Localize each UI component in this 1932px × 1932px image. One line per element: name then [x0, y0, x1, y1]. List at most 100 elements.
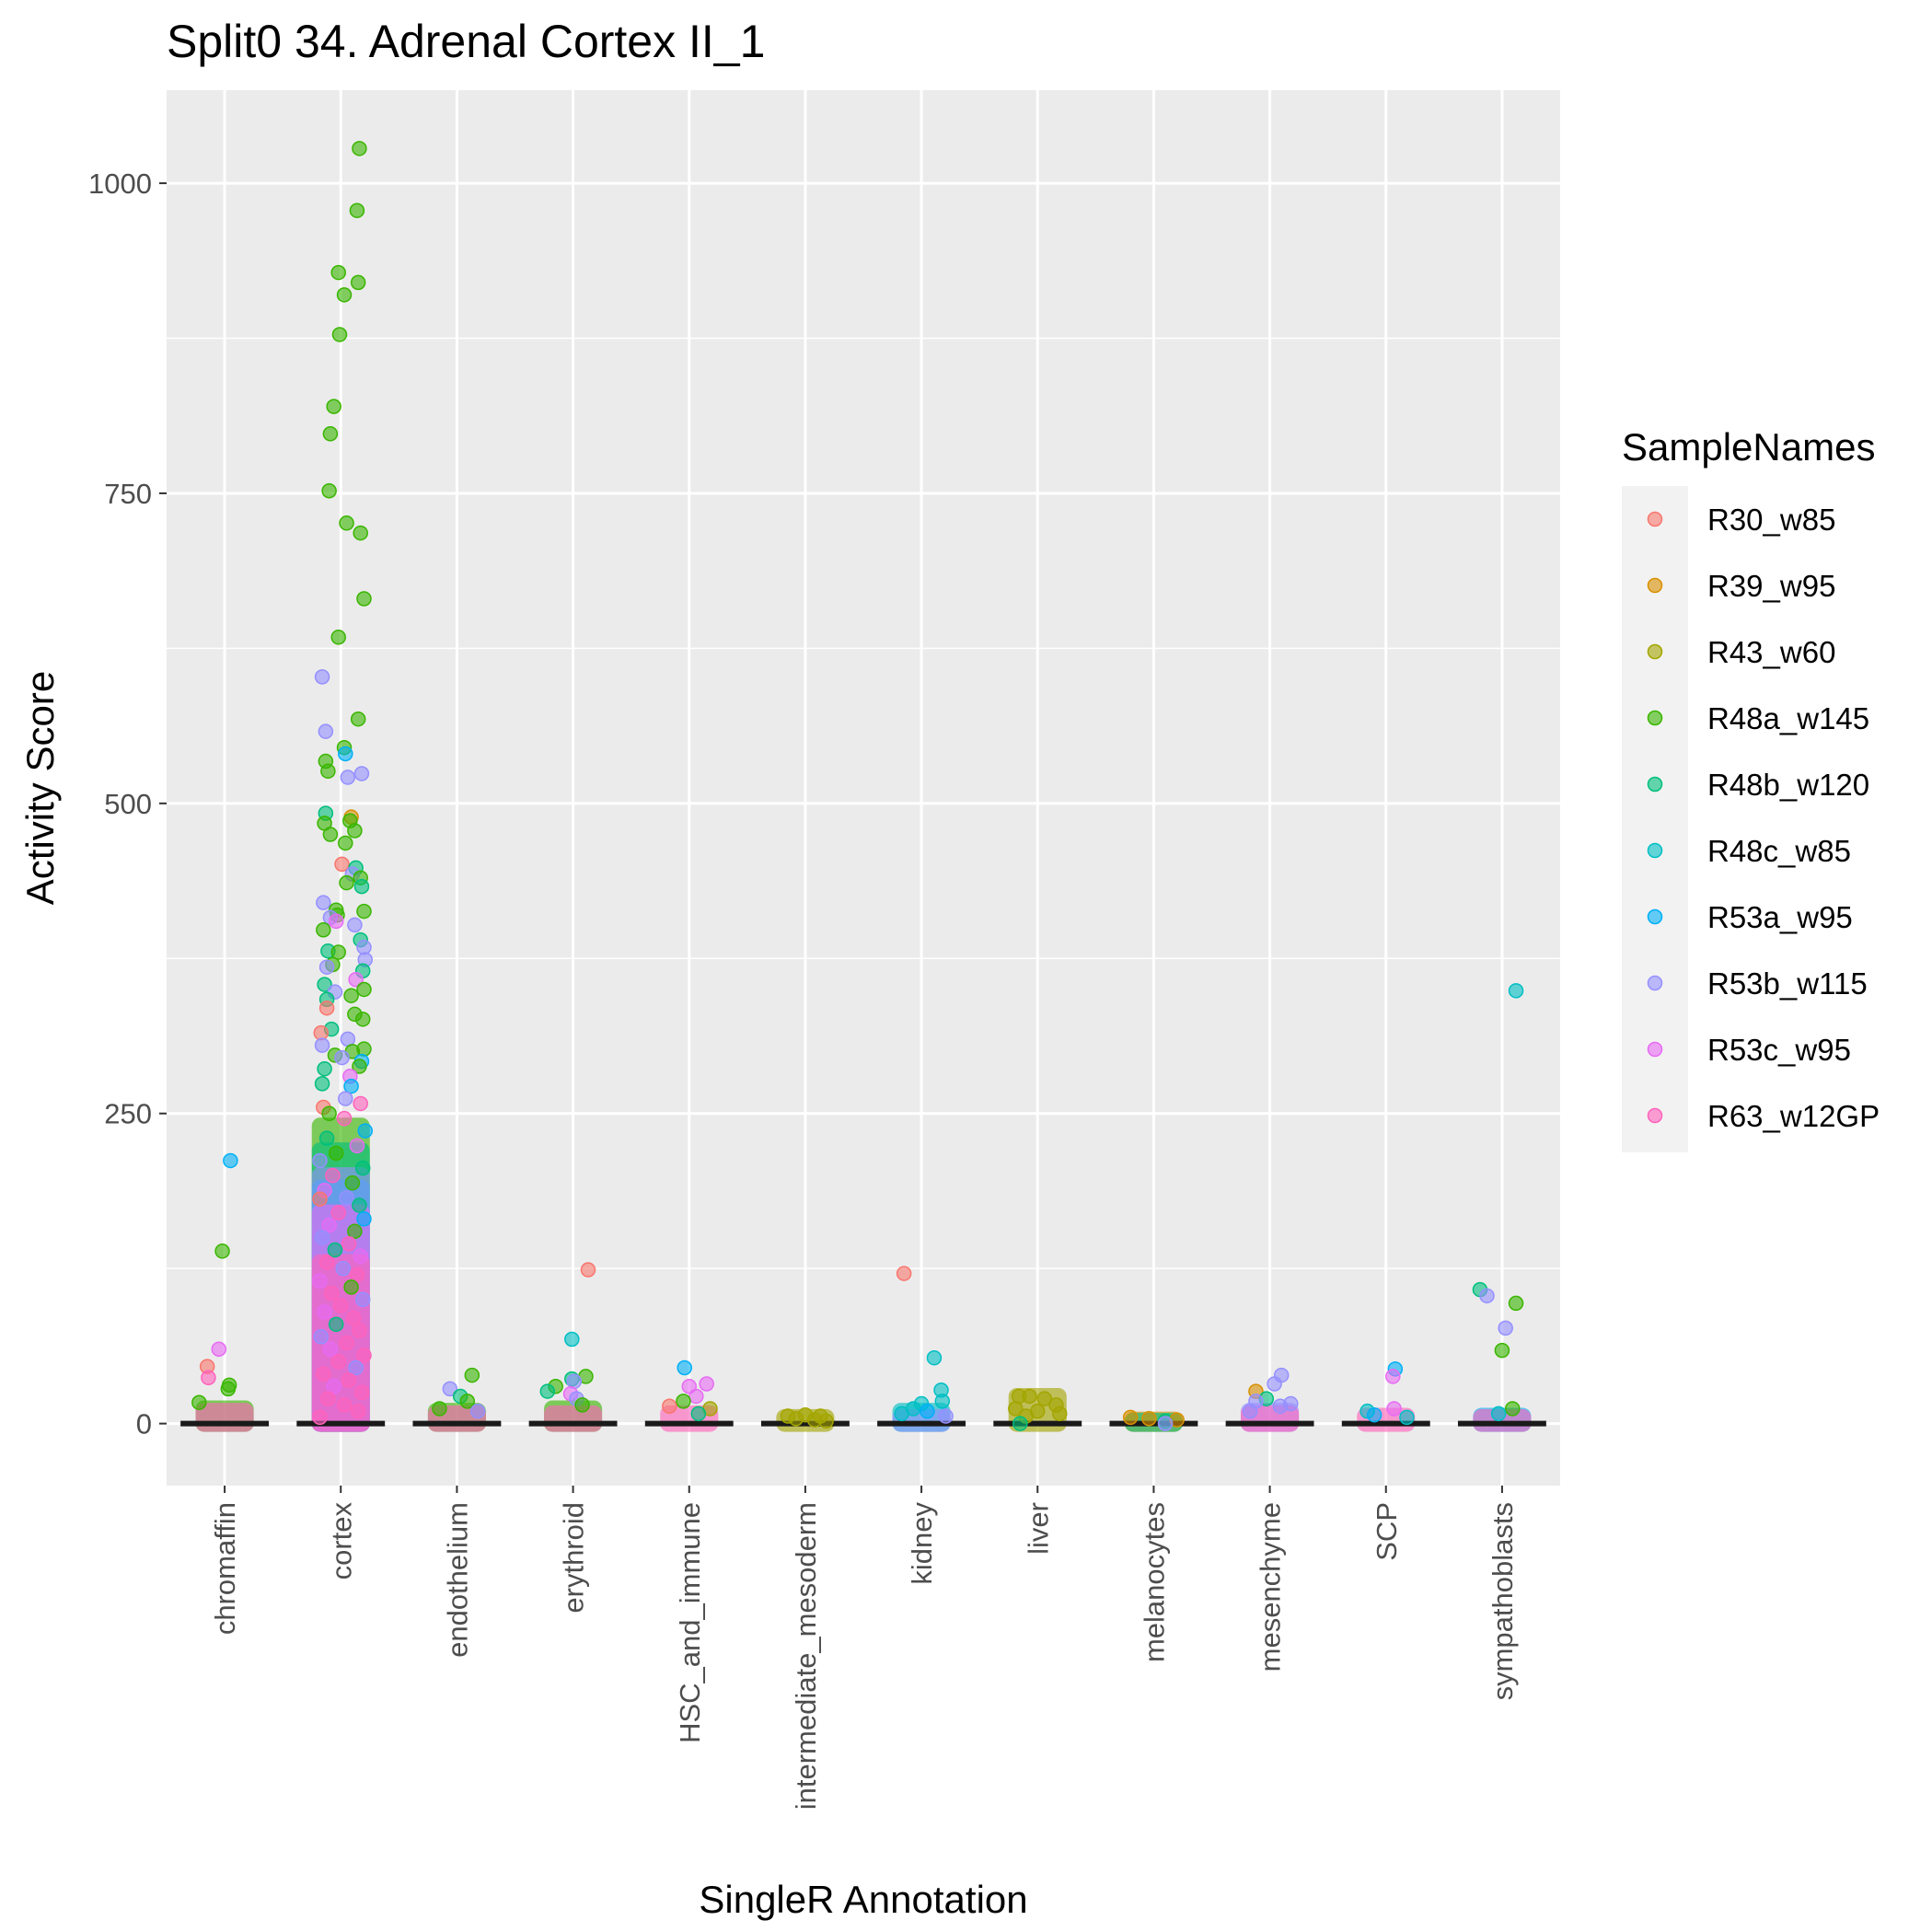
x-tick-label: erythroid [558, 1502, 590, 1614]
x-tick-label: sympathoblasts [1487, 1502, 1519, 1700]
data-point [313, 1329, 330, 1345]
x-axis-title: SingleR Annotation [699, 1878, 1027, 1921]
legend-key [1647, 842, 1663, 859]
data-point [580, 1262, 596, 1278]
x-tick-label: HSC_and_immune [674, 1502, 706, 1743]
data-point [464, 1367, 480, 1383]
x-tick-label: intermediate_mesoderm [790, 1502, 822, 1810]
data-point [334, 856, 350, 873]
data-point [676, 1394, 691, 1409]
data-point [316, 922, 331, 938]
data-point [352, 1323, 367, 1338]
legend-key [1647, 1107, 1663, 1124]
data-point [312, 1152, 328, 1169]
data-point [357, 1123, 373, 1139]
data-point [341, 1235, 357, 1252]
data-point [347, 1223, 363, 1240]
legend-title: SampleNames [1622, 425, 1875, 469]
data-point [339, 1335, 354, 1351]
data-point [432, 1401, 447, 1417]
x-tick-label: SCP [1371, 1502, 1403, 1561]
x-tick-label: liver [1022, 1502, 1054, 1555]
data-point [318, 1000, 335, 1016]
data-point [336, 1397, 353, 1413]
data-point [323, 1285, 340, 1301]
legend-key [1647, 577, 1663, 594]
data-point [344, 1174, 361, 1191]
data-point [330, 630, 346, 645]
legend-label: R43_w60 [1707, 635, 1835, 669]
data-point [191, 1394, 207, 1410]
data-point [690, 1406, 707, 1422]
legend-key-background [1622, 486, 1688, 1152]
data-point [314, 1037, 330, 1053]
data-point [312, 1191, 328, 1207]
data-point [677, 1359, 692, 1376]
data-point [352, 1197, 367, 1213]
data-point [336, 1110, 353, 1127]
data-point [539, 1383, 556, 1399]
data-point [318, 723, 334, 739]
data-point [328, 1316, 344, 1333]
data-point [330, 264, 346, 281]
data-point [350, 274, 366, 291]
data-point [327, 1242, 343, 1258]
data-point [338, 1091, 353, 1106]
data-point [343, 1279, 359, 1295]
data-point [317, 977, 332, 992]
legend-label: R53a_w95 [1707, 900, 1853, 934]
data-point [339, 515, 354, 531]
data-point [1498, 1320, 1513, 1336]
data-point [818, 1413, 834, 1429]
data-point [350, 1403, 366, 1419]
data-point [350, 711, 366, 727]
data-point [347, 823, 363, 839]
data-point [321, 483, 337, 499]
data-point [356, 903, 372, 920]
data-point [1385, 1369, 1401, 1384]
data-point [339, 874, 354, 891]
x-tick-label: kidney [906, 1502, 938, 1585]
data-point [330, 944, 346, 960]
data-point [316, 1366, 331, 1382]
data-point [347, 917, 363, 933]
legend: SampleNames R30_w85 R39_w95 R43_w60 R48a_w1… [1622, 425, 1880, 1152]
y-tick-label: 500 [104, 788, 152, 820]
data-point [1508, 1295, 1524, 1312]
data-point [1479, 1288, 1495, 1304]
legend-key [1647, 975, 1663, 991]
data-point [356, 981, 372, 998]
data-point [353, 1384, 370, 1401]
data-point [330, 1205, 346, 1221]
legend-key [1647, 908, 1663, 925]
legend-key [1647, 710, 1663, 726]
data-point [1141, 1410, 1157, 1427]
data-point [356, 1211, 372, 1227]
data-point [1366, 1406, 1382, 1423]
legend-entries: R30_w85 R39_w95 R43_w60 R48a_w145 R48b_w120 R… [1647, 503, 1880, 1133]
data-point [314, 1230, 330, 1245]
data-point [1494, 1342, 1510, 1359]
data-point [356, 939, 372, 955]
data-point [934, 1394, 951, 1409]
data-point [354, 1012, 371, 1027]
data-point [338, 835, 353, 851]
legend-key [1647, 643, 1663, 660]
data-point [1051, 1406, 1068, 1422]
chart-title: Split0 34. Adrenal Cortex II_1 [167, 16, 765, 67]
data-point [894, 1406, 909, 1422]
legend-key [1647, 511, 1663, 527]
legend-label: R30_w85 [1707, 503, 1835, 537]
y-axis-ticks: 0 250 500 750 1000 [88, 168, 167, 1440]
data-point [1267, 1376, 1282, 1392]
data-point [328, 1145, 344, 1162]
data-point [352, 141, 367, 156]
legend-key [1647, 1041, 1663, 1058]
data-point [334, 1049, 350, 1066]
data-point [459, 1394, 476, 1409]
data-point [313, 1024, 330, 1041]
data-point [348, 971, 364, 988]
legend-key [1647, 776, 1663, 792]
point-cloud-erythroid [544, 1405, 603, 1432]
data-point [320, 763, 336, 780]
